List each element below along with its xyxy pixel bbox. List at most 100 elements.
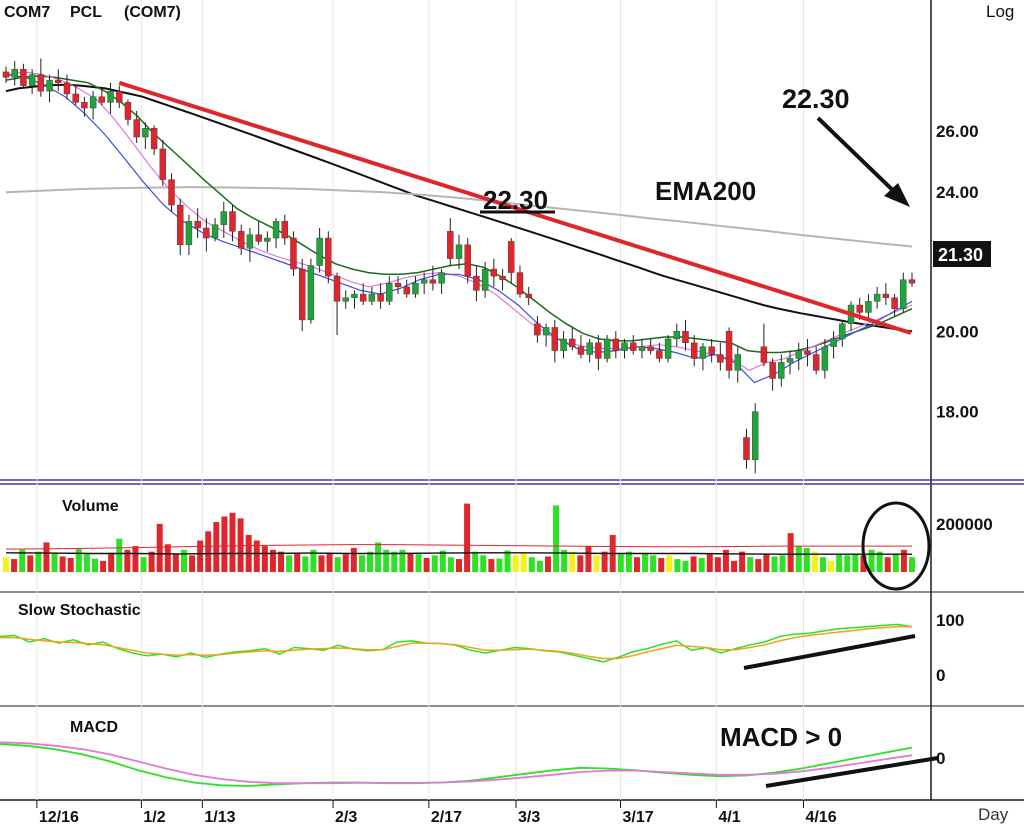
- volume-bar: [100, 560, 107, 572]
- candle-body: [908, 279, 916, 284]
- candle-body: [177, 204, 184, 246]
- volume-bar: [399, 549, 406, 572]
- candle-body: [595, 342, 602, 359]
- volume-bar: [755, 559, 762, 572]
- candle-body: [368, 293, 376, 302]
- volume-bar: [286, 555, 293, 572]
- volume-bar: [892, 553, 899, 572]
- price-tick-label: 18.00: [936, 403, 979, 422]
- candle-body: [603, 338, 611, 359]
- volume-bars: [3, 503, 915, 572]
- candle-body: [220, 211, 227, 225]
- candle-body: [37, 74, 45, 92]
- volume-bar: [795, 546, 802, 572]
- volume-bar: [900, 549, 907, 572]
- volume-bar: [213, 522, 220, 572]
- volume-bar: [868, 549, 875, 572]
- candle-body: [211, 224, 219, 239]
- volume-bar: [221, 516, 228, 572]
- volume-bar: [714, 557, 721, 572]
- volume-bar: [836, 554, 843, 572]
- macd-annotation: MACD > 0: [720, 722, 842, 752]
- x-unit-label: Day: [978, 805, 1009, 824]
- stochastic-line: [0, 623, 913, 663]
- macd-line: [0, 741, 913, 785]
- volume-bar: [334, 557, 341, 572]
- grid-lines: [36, 0, 804, 800]
- candle-body: [290, 237, 297, 270]
- volume-bar: [787, 533, 794, 572]
- volume-bar: [739, 551, 746, 572]
- volume-averages: [5, 544, 912, 555]
- ema200-annotation: EMA200: [655, 176, 756, 206]
- x-tick-label: 12/16: [39, 809, 79, 826]
- volume-bar: [512, 555, 519, 572]
- candle-body: [612, 338, 620, 351]
- candle-body: [551, 327, 559, 351]
- volume-bar: [464, 503, 471, 572]
- candle-body: [630, 342, 637, 351]
- macd-trend-line: [765, 756, 939, 788]
- volume-bar: [11, 559, 18, 572]
- volume-bar: [19, 549, 26, 572]
- trendline: [118, 80, 912, 335]
- candle-body: [386, 283, 393, 302]
- volume-bar: [407, 553, 414, 572]
- volume-bar: [35, 551, 42, 572]
- candle-body: [316, 237, 323, 266]
- volume-bar: [415, 554, 422, 572]
- volume-bar: [706, 553, 713, 572]
- volume-bar: [447, 557, 454, 572]
- volume-bar: [520, 552, 527, 572]
- price-candles: [2, 58, 916, 474]
- volume-bar: [884, 557, 891, 572]
- macd-tick-label: 0: [936, 749, 945, 768]
- volume-bar: [585, 546, 592, 572]
- candle-body: [586, 342, 593, 355]
- volume-bar: [108, 552, 115, 572]
- volume-bar: [650, 555, 657, 572]
- candle-body: [81, 102, 88, 109]
- volume-bar: [504, 550, 511, 572]
- candle-body: [116, 90, 123, 103]
- indicator-line-ema_blue: [5, 74, 913, 384]
- volume-bar: [367, 551, 374, 572]
- candle-body: [490, 268, 498, 277]
- volume-bar: [601, 551, 608, 572]
- candle-body: [420, 279, 428, 284]
- volume-bar: [431, 555, 438, 572]
- volume-average-line: [5, 544, 912, 550]
- indicator-line-ema_black: [5, 83, 913, 333]
- candle-body: [447, 231, 454, 259]
- volume-bar: [278, 551, 285, 572]
- header-name: PCL: [70, 4, 102, 21]
- candle-body: [856, 304, 863, 313]
- volume-bar: [811, 551, 818, 572]
- volume-bar: [180, 549, 187, 572]
- candle-body: [795, 350, 802, 359]
- candle-body: [473, 275, 480, 291]
- x-tick-label: 4/1: [718, 809, 740, 826]
- volume-bar: [561, 549, 568, 572]
- volume-bar: [197, 540, 204, 572]
- volume-bar: [876, 551, 883, 572]
- volume-bar: [456, 559, 462, 572]
- volume-bar: [75, 549, 82, 572]
- candle-body: [725, 331, 733, 371]
- volume-bar: [237, 518, 244, 572]
- volume-bar: [722, 549, 729, 572]
- volume-bar: [771, 556, 778, 572]
- candle-body: [298, 268, 306, 321]
- volume-bar: [326, 552, 333, 572]
- candle-body: [900, 279, 907, 309]
- volume-title: Volume: [62, 498, 119, 515]
- candle-body: [743, 437, 750, 460]
- header-ticker: (COM7): [124, 4, 181, 21]
- candle-body: [359, 293, 367, 302]
- candle-body: [377, 293, 384, 302]
- candle-body: [124, 102, 132, 120]
- candle-body: [98, 96, 106, 103]
